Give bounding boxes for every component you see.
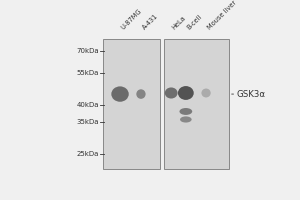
Text: 40kDa: 40kDa: [76, 102, 99, 108]
Ellipse shape: [179, 108, 192, 115]
Text: B-cell: B-cell: [186, 14, 203, 31]
Text: GSK3α: GSK3α: [232, 90, 266, 99]
Text: A-431: A-431: [141, 13, 159, 31]
Ellipse shape: [178, 86, 194, 100]
Ellipse shape: [180, 116, 192, 123]
Text: 70kDa: 70kDa: [76, 48, 99, 54]
Text: U-87MG: U-87MG: [120, 8, 143, 31]
Ellipse shape: [165, 87, 178, 99]
Text: Mouse liver: Mouse liver: [206, 0, 237, 31]
Bar: [164, 39, 229, 169]
Ellipse shape: [136, 89, 146, 99]
Ellipse shape: [111, 86, 129, 102]
Text: 35kDa: 35kDa: [76, 119, 99, 125]
Text: 25kDa: 25kDa: [77, 151, 99, 157]
Text: 55kDa: 55kDa: [77, 70, 99, 76]
Ellipse shape: [201, 89, 211, 97]
Text: HeLa: HeLa: [171, 15, 187, 31]
Bar: [103, 39, 160, 169]
